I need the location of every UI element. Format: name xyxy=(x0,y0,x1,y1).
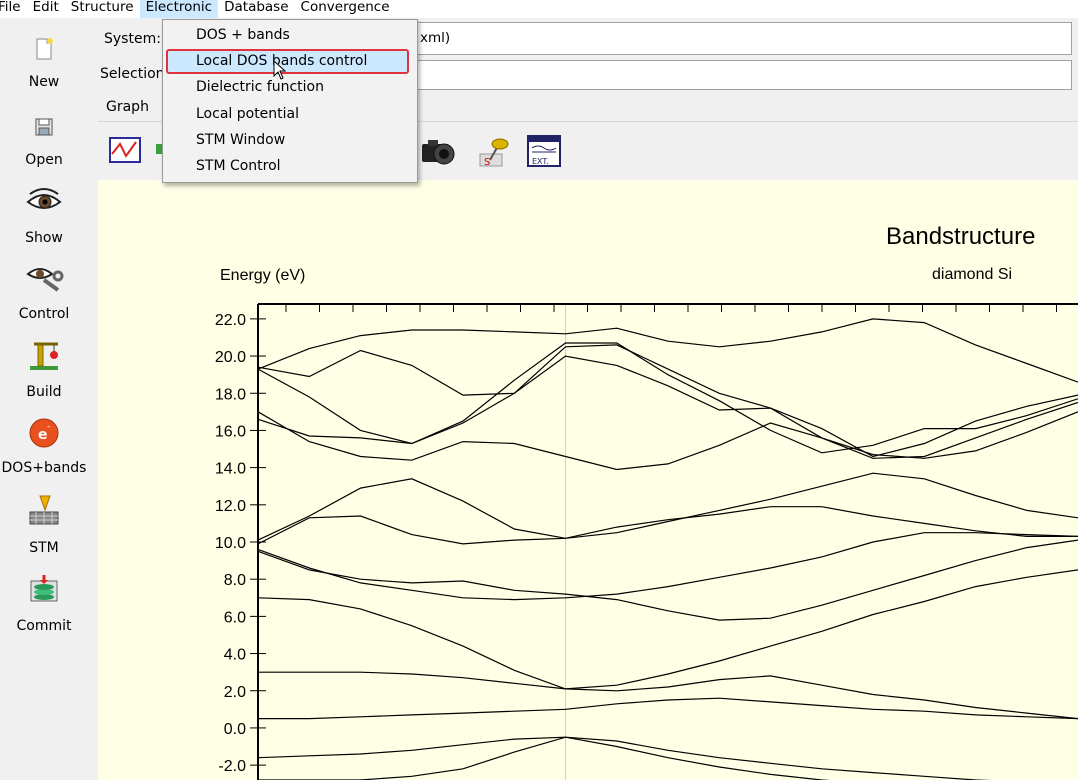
chart-title: Bandstructure xyxy=(886,223,1036,250)
menu-file[interactable]: File xyxy=(0,0,21,15)
electron-icon: e- xyxy=(0,416,88,450)
export-icon[interactable]: EXT. xyxy=(526,134,562,172)
show-label: Show xyxy=(25,230,63,246)
y-tick-label: 22.0 xyxy=(215,312,246,329)
system-value: xml) xyxy=(420,30,451,46)
band-line-12 xyxy=(257,344,1078,458)
y-tick-label: 16.0 xyxy=(215,423,246,440)
stm-label: STM xyxy=(29,540,59,556)
y-tick-label: 2.0 xyxy=(224,684,246,701)
y-tick-label: 0.0 xyxy=(224,721,246,738)
commit-label: Commit xyxy=(16,618,72,634)
camera-icon[interactable] xyxy=(420,136,460,170)
menu-highlight xyxy=(166,49,409,74)
band-line-6 xyxy=(257,532,1078,601)
build-label: Build xyxy=(26,384,62,400)
y-tick-label: 6.0 xyxy=(224,609,246,626)
band-line-2 xyxy=(258,736,831,780)
tab-strip: Graph xyxy=(98,93,1078,122)
control-button[interactable]: Control xyxy=(0,260,88,330)
band-chart: 22.0 20.0 18.0 16.0 14.0 12.0 10.0 8.0 6.0 4.0 2.0… xyxy=(215,303,1078,780)
band-line-9 xyxy=(257,472,1078,541)
eye-icon xyxy=(0,184,88,218)
chart-subtitle: diamond Si xyxy=(932,266,1013,283)
show-button[interactable]: Show xyxy=(0,184,88,254)
menu-database[interactable]: Database xyxy=(224,0,289,15)
graph-plot-icon[interactable] xyxy=(108,136,142,168)
menu-electronic[interactable]: Electronic xyxy=(139,0,219,18)
svg-text:S: S xyxy=(484,157,490,168)
system-label: System: xyxy=(104,31,161,47)
band-line-1 xyxy=(257,736,992,780)
menu-bar: File Edit Structure Electronic Database … xyxy=(0,0,1078,18)
open-button[interactable]: Open xyxy=(0,110,88,180)
menu-convergence[interactable]: Convergence xyxy=(300,0,390,15)
y-tick-label: 10.0 xyxy=(215,535,246,552)
menu-item-stm-window[interactable]: STM Window xyxy=(196,132,286,148)
pushpin-icon[interactable]: S xyxy=(476,134,510,172)
y-tick-label: 4.0 xyxy=(224,647,246,664)
band-line-7 xyxy=(257,539,1078,621)
new-label: New xyxy=(28,74,60,90)
commit-button[interactable]: Commit xyxy=(0,572,88,642)
stm-button[interactable]: STM xyxy=(0,494,88,564)
crane-icon xyxy=(0,338,88,372)
y-tick-label: 8.0 xyxy=(224,572,246,589)
y-tick-label: 14.0 xyxy=(215,461,246,478)
y-tick-label: -2.0 xyxy=(218,758,246,775)
y-tick-label: 18.0 xyxy=(215,386,246,403)
control-label: Control xyxy=(18,306,70,322)
chart-y-axis-label: Energy (eV) xyxy=(220,267,306,284)
toolbar-partial-icon[interactable] xyxy=(156,144,162,154)
svg-text:e: e xyxy=(38,427,48,443)
electronic-menu-dropdown: DOS + bands Local DOS bands control Diel… xyxy=(162,19,418,183)
band-line-10 xyxy=(257,411,1078,471)
svg-text:-: - xyxy=(47,422,50,432)
svg-text:EXT.: EXT. xyxy=(532,157,549,166)
band-line-5 xyxy=(257,569,1078,690)
band-line-11 xyxy=(257,355,1078,459)
y-tick-label: 12.0 xyxy=(215,498,246,515)
mouse-cursor-icon xyxy=(273,59,287,84)
menu-item-dos-bands[interactable]: DOS + bands xyxy=(196,27,290,43)
open-label: Open xyxy=(25,152,63,168)
band-line-8 xyxy=(257,506,1078,545)
band-line-13 xyxy=(257,318,1078,383)
dos-bands-button[interactable]: e- DOS+bands xyxy=(0,416,92,486)
menu-edit[interactable]: Edit xyxy=(32,0,59,15)
stm-tip-icon xyxy=(0,494,88,528)
band-line-14 xyxy=(257,342,1078,454)
band-line-3 xyxy=(258,697,1078,720)
selection-label: Selection xyxy=(100,66,165,82)
dos-bands-label: DOS+bands xyxy=(1,460,87,476)
plot-area: 22.0 20.0 18.0 16.0 14.0 12.0 10.0 8.0 6.0 4.0 2.0… xyxy=(98,180,1078,780)
menu-item-local-potential[interactable]: Local potential xyxy=(196,106,300,122)
eye-wrench-icon xyxy=(0,260,88,294)
tool-sidebar: New Open Show Control Build e- DOS+bands xyxy=(0,18,98,780)
y-tick-label: 20.0 xyxy=(215,349,246,366)
open-icon xyxy=(0,110,88,144)
menu-item-local-dos-bands-control[interactable]: Local DOS bands control xyxy=(196,53,368,69)
build-button[interactable]: Build xyxy=(0,338,88,408)
commit-stack-icon xyxy=(0,572,88,606)
menu-item-stm-control[interactable]: STM Control xyxy=(196,158,281,174)
menu-structure[interactable]: Structure xyxy=(70,0,134,15)
new-button[interactable]: New xyxy=(0,32,88,102)
band-line-4 xyxy=(258,671,1078,720)
tab-graph[interactable]: Graph xyxy=(106,99,149,115)
menu-item-dielectric-function[interactable]: Dielectric function xyxy=(196,79,324,95)
new-file-icon xyxy=(0,32,88,66)
